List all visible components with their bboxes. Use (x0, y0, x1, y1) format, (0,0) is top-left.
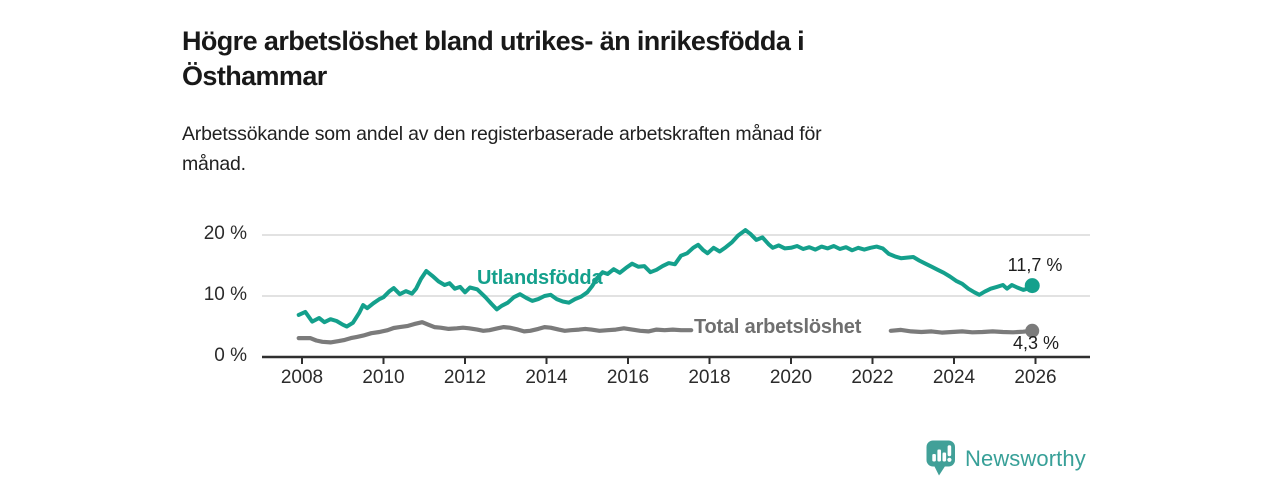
x-axis-tick-label: 2022 (851, 367, 894, 388)
end-value-label-utlandsfodda: 11,7 % (1007, 255, 1063, 275)
x-axis-tick-label: 2018 (688, 367, 731, 388)
x-axis-tick-label: 2014 (525, 367, 568, 388)
x-axis-tick-label: 2026 (1014, 367, 1057, 388)
chart-title: Högre arbetslöshet bland utrikes- än inr… (182, 24, 805, 94)
newsworthy-icon-exclamation-dot (947, 457, 952, 462)
series-label-utlandsfodda: Utlandsfödda (477, 267, 603, 289)
newsworthy-icon-bar-1 (932, 454, 936, 462)
chart-subtitle-line-2: månad. (182, 153, 246, 175)
x-axis-tick-label: 2016 (606, 367, 650, 388)
end-dot-utlandsfodda (1024, 278, 1040, 294)
x-axis-tick-label: 2008 (280, 367, 324, 388)
x-axis-tick-label: 2010 (362, 367, 405, 388)
chart-subtitle: Arbetssökande som andel av den registerb… (182, 119, 822, 179)
series-line-total-arbetsloshet (296, 320, 694, 345)
newsworthy-icon-exclamation-stem (947, 445, 952, 457)
x-axis-tick-label: 2020 (769, 367, 813, 388)
newsworthy-icon (926, 440, 955, 476)
y-axis-tick-label: 0 % (214, 345, 247, 366)
chart-subtitle-line-1: Arbetssökande som andel av den registerb… (182, 123, 822, 145)
x-axis-tick-label: 2012 (443, 367, 487, 388)
x-axis-tick-label: 2024 (932, 367, 976, 388)
end-dot-total-arbetsloshet (1025, 323, 1040, 338)
y-axis-tick-label: 10 % (203, 284, 247, 305)
newsworthy-icon-bar-3 (942, 452, 947, 462)
end-value-label-total-arbetsloshet: 4,3 % (1012, 333, 1060, 353)
series-label-total-arbetsloshet: Total arbetslöshet (694, 316, 862, 338)
y-axis-tick-label: 20 % (203, 223, 247, 244)
series-line-utlandsfodda (296, 228, 1035, 329)
newsworthy-icon-tail (934, 465, 946, 476)
newsworthy-logo: Newsworthy (926, 440, 1086, 477)
newsworthy-icon-bar-2 (937, 449, 941, 462)
chart-title-line-1: Högre arbetslöshet bland utrikes- än inr… (182, 26, 805, 57)
newsworthy-wordmark: Newsworthy (965, 445, 1086, 471)
series-line-total-arbetsloshet (888, 327, 1035, 335)
chart-title-line-2: Östhammar (182, 61, 327, 92)
